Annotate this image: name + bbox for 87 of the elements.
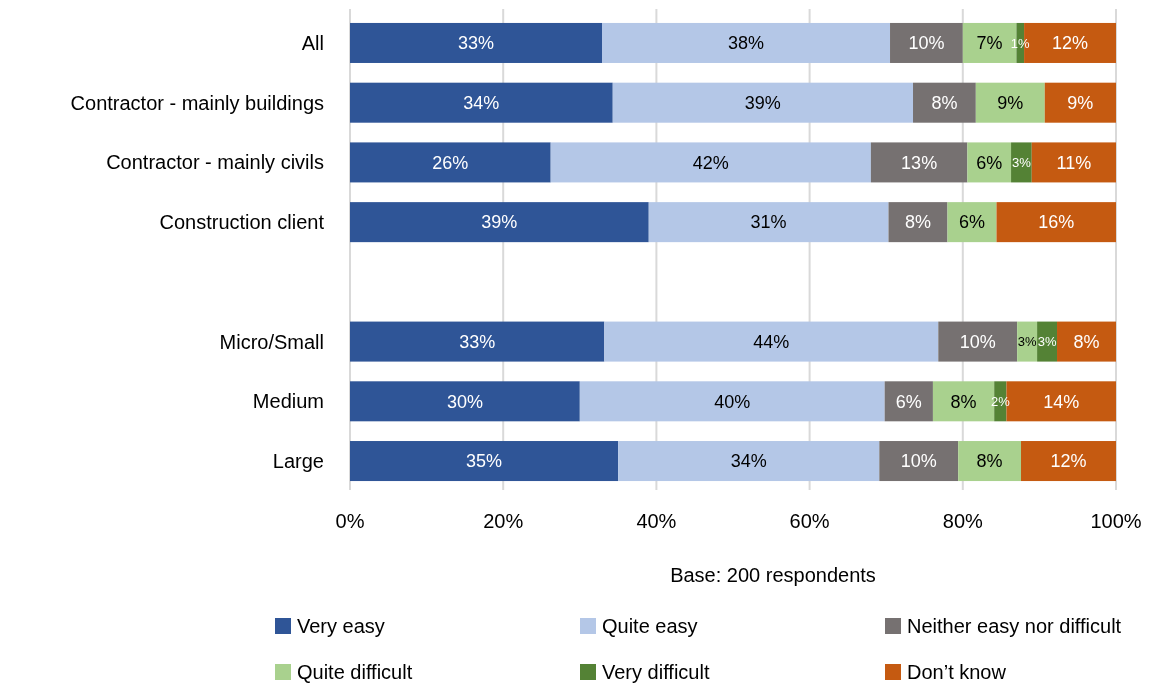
bar <box>350 82 613 123</box>
y-tick-label: Contractor - mainly civils <box>106 151 324 174</box>
data-label: 39% <box>744 92 781 113</box>
bar <box>350 142 551 183</box>
bar <box>938 321 1018 362</box>
data-label: 12% <box>1050 451 1087 472</box>
data-label: 6% <box>895 391 922 412</box>
data-label: 3% <box>1011 155 1032 171</box>
bar <box>913 82 976 123</box>
bar <box>879 441 959 482</box>
data-label: 38% <box>728 33 765 54</box>
data-label: 8% <box>950 391 977 412</box>
y-tick-label: All <box>301 31 324 54</box>
data-label: 33% <box>459 331 496 352</box>
data-label: 31% <box>750 212 787 233</box>
data-label: 39% <box>481 212 518 233</box>
data-label: 14% <box>1043 391 1080 412</box>
data-label: 6% <box>976 152 1003 173</box>
bar <box>870 142 968 183</box>
data-label: 26% <box>432 152 469 173</box>
data-label: 11% <box>1056 152 1092 173</box>
y-tick-label: Micro/Small <box>219 330 324 353</box>
data-label: 34% <box>730 451 767 472</box>
y-tick-label: Medium <box>252 390 324 413</box>
x-axis-title: Base: 200 respondents <box>670 564 876 586</box>
data-label: 8% <box>1073 331 1100 352</box>
legend-label: Very easy <box>297 615 385 637</box>
bar <box>350 441 619 482</box>
bar <box>618 441 880 482</box>
data-label: 40% <box>714 391 751 412</box>
y-tick-label: Large <box>272 450 324 473</box>
x-tick-label: 0% <box>335 510 365 532</box>
bar <box>350 321 605 362</box>
bar <box>975 82 1045 123</box>
data-label: 13% <box>901 152 938 173</box>
data-label: 8% <box>931 92 958 113</box>
bar <box>612 82 914 123</box>
data-label: 42% <box>692 152 729 173</box>
data-label: 3% <box>1017 334 1037 350</box>
x-tick-label: 20% <box>483 510 524 532</box>
bar <box>890 22 963 63</box>
data-label: 8% <box>904 212 931 233</box>
legend-label: Quite difficult <box>297 661 413 683</box>
data-label: 6% <box>958 212 985 233</box>
bar <box>602 22 891 63</box>
x-tick-label: 60% <box>789 510 830 532</box>
bar <box>958 441 1022 482</box>
bar <box>604 321 939 362</box>
bar <box>579 381 885 422</box>
bar <box>550 142 871 183</box>
bar <box>1021 441 1116 482</box>
legend-label: Neither easy nor difficult <box>907 615 1122 637</box>
data-label: 16% <box>1038 212 1075 233</box>
data-label: 8% <box>976 451 1003 472</box>
legend-label: Don’t know <box>907 661 1007 683</box>
data-label: 10% <box>900 451 937 472</box>
data-label: 33% <box>457 33 495 54</box>
legend-label: Quite easy <box>602 615 698 637</box>
bar <box>888 202 948 243</box>
x-tick-label: 80% <box>942 510 984 532</box>
data-label: 34% <box>463 92 500 113</box>
bar <box>648 202 889 243</box>
data-label: 1% <box>1010 35 1031 51</box>
data-label: 3% <box>1037 334 1057 350</box>
data-label: 30% <box>446 391 483 412</box>
x-tick-label: 100% <box>1090 510 1142 532</box>
bar <box>350 22 603 63</box>
bar <box>1044 82 1116 123</box>
bar <box>996 202 1116 243</box>
data-label: 7% <box>976 33 1003 54</box>
bar <box>350 202 649 243</box>
bar <box>1057 321 1116 362</box>
bar <box>967 142 1012 183</box>
y-tick-label: Construction client <box>159 211 325 234</box>
data-label: 9% <box>1067 92 1094 113</box>
data-label: 9% <box>997 92 1024 113</box>
x-tick-label: 40% <box>636 510 677 532</box>
data-label: 10% <box>908 33 945 54</box>
data-label: 10% <box>959 331 996 352</box>
y-tick-label: Contractor - mainly buildings <box>70 91 324 114</box>
bar <box>1031 142 1116 183</box>
data-label: 12% <box>1052 33 1089 54</box>
bar <box>947 202 997 243</box>
data-label: 35% <box>466 451 503 472</box>
data-label: 44% <box>753 331 790 352</box>
legend-label: Very difficult <box>602 661 710 683</box>
bar <box>350 381 580 422</box>
